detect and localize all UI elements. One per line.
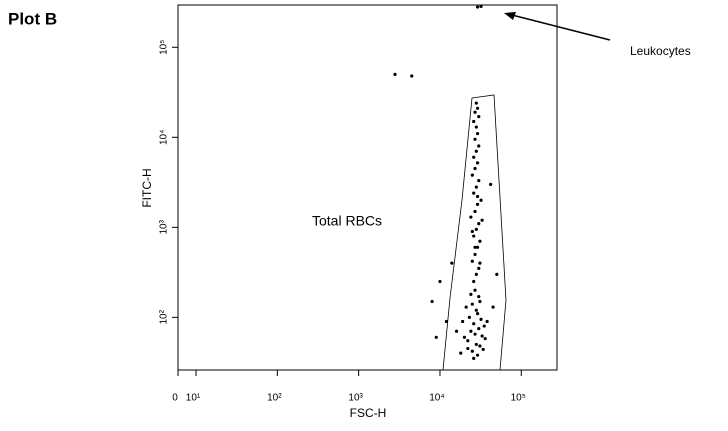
point: [482, 324, 486, 328]
point: [472, 322, 476, 326]
x-tick-label: 10³: [348, 393, 363, 404]
chart-title: Plot B: [8, 9, 57, 28]
point: [438, 279, 442, 284]
point: [475, 194, 480, 199]
annotation: Leukocytes: [630, 44, 691, 58]
y-tick-label: 10⁵: [159, 40, 170, 55]
point: [474, 101, 478, 105]
x-tick-label: 10⁵: [511, 393, 526, 404]
y-axis-label: FITC-H: [140, 168, 154, 207]
point: [472, 119, 476, 124]
point: [466, 346, 470, 351]
gate: [442, 94, 507, 371]
point: [495, 272, 499, 276]
point: [477, 179, 481, 183]
point: [477, 326, 481, 331]
point: [478, 239, 482, 243]
point: [477, 266, 481, 270]
point: [475, 5, 480, 9]
x-axis-label: FSC-H: [350, 406, 387, 420]
point: [474, 308, 478, 312]
point: [470, 259, 474, 263]
point: [473, 110, 477, 114]
point: [473, 252, 477, 257]
point: [474, 185, 478, 189]
point: [472, 356, 476, 360]
point: [454, 329, 459, 333]
annotation: Total RBCs: [312, 213, 382, 229]
point: [469, 329, 473, 333]
point: [444, 319, 449, 324]
point: [474, 227, 478, 231]
point: [479, 317, 483, 321]
point: [472, 191, 476, 195]
point: [469, 215, 473, 219]
point: [481, 347, 485, 352]
point: [469, 292, 473, 296]
point: [461, 319, 465, 324]
point: [478, 344, 482, 348]
y-tick-label: 10³: [159, 219, 170, 234]
point: [473, 137, 477, 141]
point: [473, 245, 477, 249]
point: [470, 173, 474, 177]
point: [475, 202, 480, 206]
point: [475, 353, 480, 357]
point: [466, 339, 470, 343]
x-tick-label: 10⁴: [429, 393, 444, 404]
point: [475, 161, 480, 165]
point: [478, 261, 482, 265]
point: [475, 245, 480, 249]
y-tick-label: 10²: [159, 309, 170, 324]
point: [470, 302, 474, 306]
point: [410, 74, 414, 78]
arrow: [507, 13, 611, 41]
point: [475, 131, 480, 136]
point: [475, 106, 480, 110]
point: [393, 72, 397, 76]
point: [462, 335, 467, 339]
point: [474, 125, 478, 129]
point: [477, 114, 481, 119]
point: [489, 182, 493, 186]
point: [480, 218, 484, 222]
x-tick-label: 10¹: [186, 393, 201, 404]
point: [450, 261, 454, 265]
point: [491, 305, 495, 309]
arrow-head: [504, 12, 516, 20]
point: [472, 279, 476, 284]
point: [475, 312, 480, 316]
x-tick-label: 10²: [267, 393, 282, 404]
point: [459, 351, 463, 355]
point: [434, 335, 438, 339]
point: [485, 319, 489, 324]
point: [472, 155, 476, 159]
point: [470, 229, 474, 234]
point: [474, 272, 478, 276]
point: [474, 149, 478, 153]
point: [464, 305, 468, 309]
point: [470, 349, 474, 353]
point: [478, 299, 482, 304]
point: [473, 332, 477, 336]
point: [479, 198, 483, 202]
point: [430, 299, 434, 304]
y-tick-label: 10⁴: [159, 130, 170, 145]
point: [467, 315, 471, 319]
point: [472, 234, 476, 238]
point: [480, 334, 484, 338]
x-tick-label: 0: [172, 393, 178, 404]
point: [473, 166, 477, 171]
point: [473, 288, 477, 292]
point: [477, 221, 481, 226]
plot-frame: [177, 4, 558, 371]
point: [473, 209, 477, 214]
point: [477, 294, 481, 299]
point: [477, 144, 481, 148]
point: [483, 337, 487, 341]
point: [479, 4, 483, 8]
point: [474, 342, 478, 347]
